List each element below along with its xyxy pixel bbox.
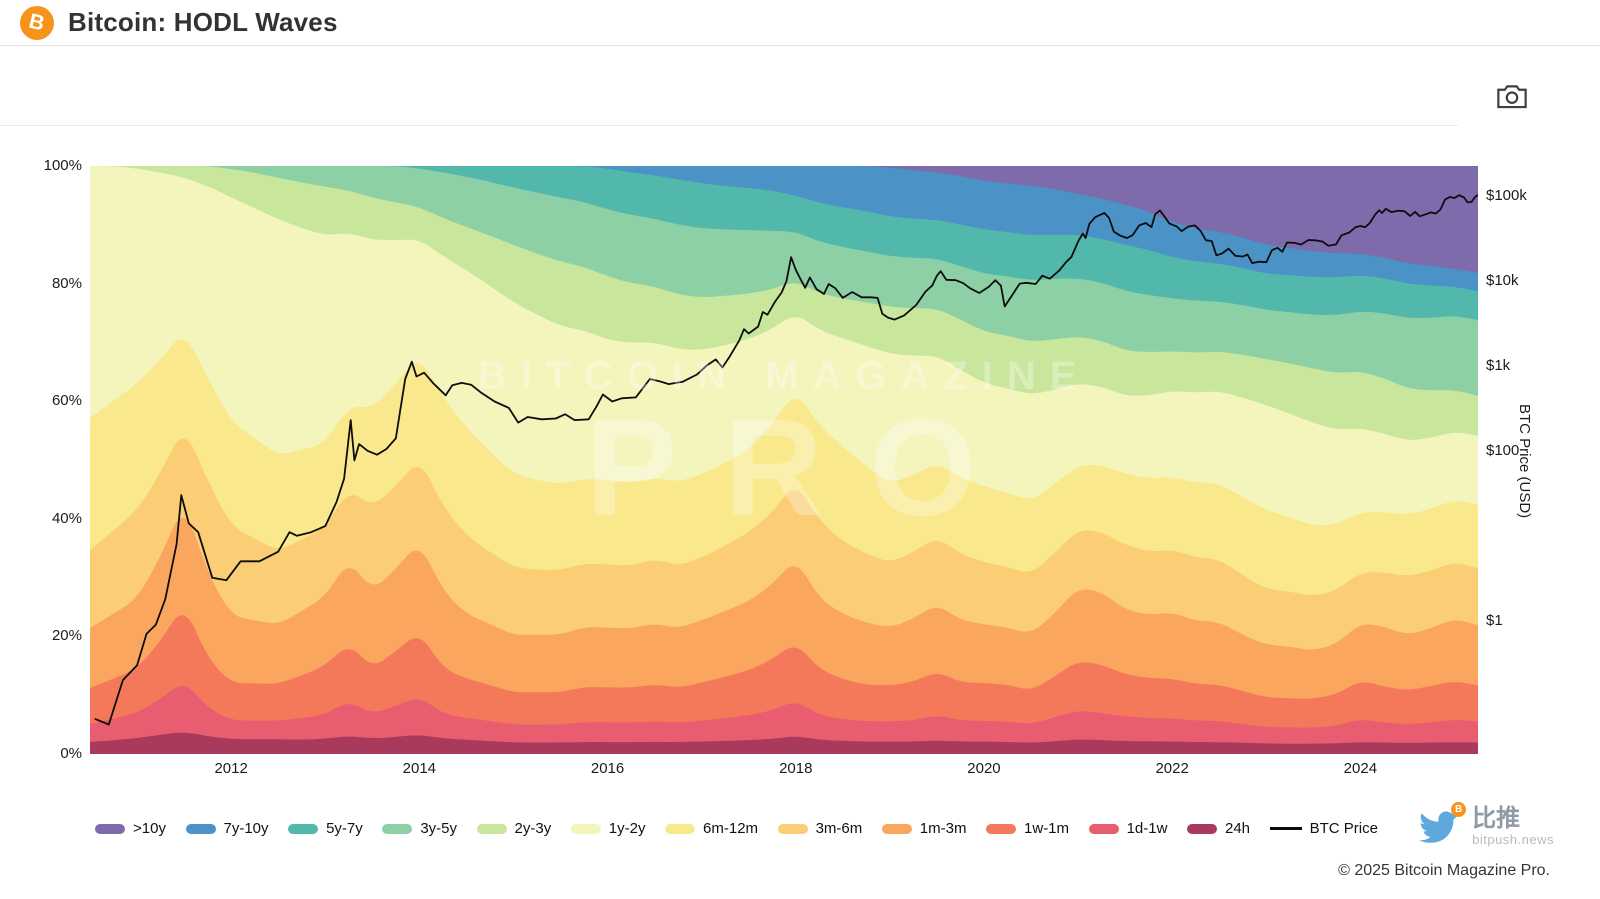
legend-label: 1w-1m xyxy=(1024,820,1070,837)
price-tick-label: $10k xyxy=(1486,271,1519,289)
legend-item-3y5y[interactable]: 3y-5y xyxy=(382,820,457,837)
percent-tick-label: 80% xyxy=(51,274,82,292)
app-header: B Bitcoin: HODL Waves xyxy=(0,0,1600,46)
legend-label: 1y-2y xyxy=(608,820,646,837)
legend-item-7y10y[interactable]: 7y-10y xyxy=(185,820,269,837)
legend-label: BTC Price xyxy=(1309,820,1378,837)
year-tick-label: 2016 xyxy=(590,760,625,777)
percent-tick-label: 60% xyxy=(51,392,82,410)
year-tick-label: 2018 xyxy=(779,760,813,777)
legend-swatch xyxy=(570,823,601,834)
legend-item-1w1m[interactable]: 1w-1m xyxy=(986,820,1069,837)
camera-snapshot-button[interactable] xyxy=(1496,83,1528,109)
legend-item-6m12m[interactable]: 6m-12m xyxy=(665,820,758,837)
chart-toolbar xyxy=(0,47,1527,126)
legend-label: 24h xyxy=(1224,820,1251,837)
bitcoin-logo-icon: B xyxy=(20,5,54,40)
legend-item-1y2y[interactable]: 1y-2y xyxy=(570,820,646,837)
legend-swatch xyxy=(382,823,413,834)
btc-price-line xyxy=(94,194,1478,726)
legend-swatch xyxy=(288,823,319,834)
legend-label: 3y-5y xyxy=(420,820,457,837)
page-title: Bitcoin: HODL Waves xyxy=(68,7,338,37)
price-tick-label: $100 xyxy=(1486,441,1520,459)
legend-label: 5y-7y xyxy=(326,820,363,837)
year-tick-label: 2022 xyxy=(1155,760,1189,777)
legend-swatch xyxy=(665,823,696,834)
legend-label: >10y xyxy=(133,820,166,837)
legend-swatch xyxy=(476,823,507,834)
hodl-waves-chart: BITCOIN MAGAZINE PRO 100% 80% 60% 40% 20% 0% … xyxy=(0,126,1600,806)
legend-swatch xyxy=(986,823,1017,834)
camera-icon xyxy=(1497,85,1527,109)
twitter-bird-icon: B xyxy=(1416,802,1467,850)
legend-swatch xyxy=(185,823,216,834)
band-1d1w xyxy=(90,686,1478,754)
legend-swatch xyxy=(881,823,912,834)
legend-item-btc-price[interactable]: BTC Price xyxy=(1269,820,1378,837)
legend-item-1m3m[interactable]: 1m-3m xyxy=(881,820,967,837)
year-tick-label: 2012 xyxy=(214,760,248,777)
legend-swatch xyxy=(1186,823,1217,834)
bitpush-btc-badge-icon: B xyxy=(1451,802,1467,817)
year-tick-label: 2020 xyxy=(967,760,1001,777)
legend-label: 7y-10y xyxy=(223,820,269,837)
price-tick-label: $1 xyxy=(1486,611,1503,629)
legend-label: 3m-6m xyxy=(815,820,863,837)
legend-label: 6m-12m xyxy=(703,820,759,837)
legend-swatch xyxy=(1088,823,1119,834)
bitpush-domain: bitpush.news xyxy=(1472,832,1554,848)
bitpush-branding: B 比推 bitpush.news xyxy=(1416,802,1554,850)
year-tick-label: 2024 xyxy=(1343,760,1378,777)
band-24h xyxy=(90,732,1478,754)
year-tick-label: 2014 xyxy=(402,760,437,777)
legend-item-24h[interactable]: 24h xyxy=(1186,820,1251,837)
chart-legend: >10y 7y-10y 5y-7y 3y-5y 2y-3y 1y-2y 6m-12m 3m-6… xyxy=(95,820,1378,837)
percent-tick-label: 100% xyxy=(43,157,82,174)
percent-tick-label: 40% xyxy=(51,509,82,527)
chart-plot[interactable] xyxy=(90,166,1478,754)
legend-swatch xyxy=(777,823,808,834)
legend-item-10y[interactable]: >10y xyxy=(95,820,166,837)
legend-swatch xyxy=(95,823,125,834)
price-tick-label: $1k xyxy=(1486,356,1511,374)
legend-label: 2y-3y xyxy=(514,820,552,837)
legend-label: 1d-1w xyxy=(1126,820,1168,837)
bitpush-name-cn: 比推 xyxy=(1472,805,1521,832)
legend-item-5y7y[interactable]: 5y-7y xyxy=(288,820,363,837)
legend-label: 1m-3m xyxy=(919,820,967,837)
legend-item-3m6m[interactable]: 3m-6m xyxy=(777,820,863,837)
percent-tick-label: 20% xyxy=(51,627,82,645)
percent-tick-label: 0% xyxy=(60,745,82,762)
price-tick-label: $100k xyxy=(1486,186,1527,204)
bitcoin-logo-letter: B xyxy=(26,9,48,36)
legend-line-swatch xyxy=(1269,827,1302,830)
price-axis-title: BTC Price (USD) xyxy=(1516,404,1533,519)
legend-item-2y3y[interactable]: 2y-3y xyxy=(476,820,552,837)
legend-item-1d1w[interactable]: 1d-1w xyxy=(1088,820,1168,837)
copyright-text: © 2025 Bitcoin Magazine Pro. xyxy=(1338,862,1550,879)
